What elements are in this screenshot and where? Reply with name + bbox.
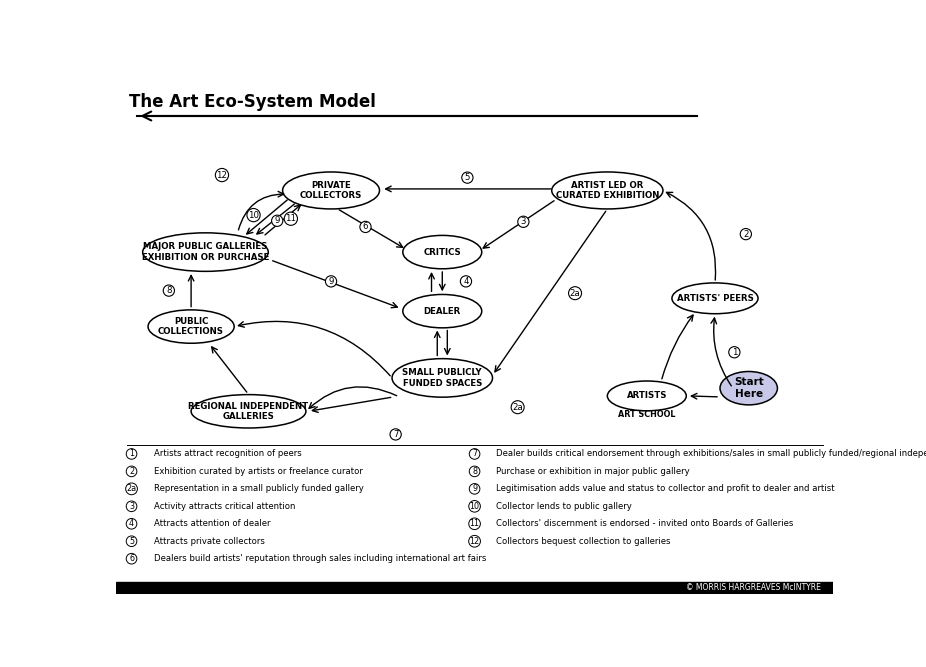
Text: 7: 7 [393,430,398,439]
Text: 4: 4 [129,520,134,528]
Ellipse shape [191,395,306,428]
Ellipse shape [148,310,234,344]
Text: 2a: 2a [569,289,581,297]
Text: 4: 4 [463,277,469,286]
Text: 8: 8 [472,467,477,476]
Text: 9: 9 [329,277,333,286]
Text: 1: 1 [732,348,737,357]
Text: The Art Eco-System Model: The Art Eco-System Model [129,93,376,111]
Bar [116,582,833,594]
Text: 7: 7 [472,450,477,458]
Text: 10: 10 [469,502,480,511]
Text: 2a: 2a [127,484,137,494]
Text: 9: 9 [274,216,280,225]
Text: ARTIST LED OR
CURATED EXHIBITION: ARTIST LED OR CURATED EXHIBITION [556,181,659,200]
Text: Collectors' discernment is endorsed - invited onto Boards of Galleries: Collectors' discernment is endorsed - in… [496,520,794,528]
Text: Collector lends to public gallery: Collector lends to public gallery [496,502,632,511]
Text: MAJOR PUBLIC GALLERIES
EXHIBITION OR PURCHASE: MAJOR PUBLIC GALLERIES EXHIBITION OR PUR… [142,242,269,261]
Text: Exhibition curated by artists or freelance curator: Exhibition curated by artists or freelan… [154,467,363,476]
Ellipse shape [552,172,663,209]
Text: 10: 10 [248,211,259,219]
Text: Start
Here: Start Here [733,378,764,399]
Text: 6: 6 [129,554,134,563]
Text: 3: 3 [129,502,134,511]
Text: REGIONAL INDEPENDENT
GALLERIES: REGIONAL INDEPENDENT GALLERIES [189,402,308,421]
Ellipse shape [392,359,493,397]
Text: Attracts private collectors: Attracts private collectors [154,537,265,546]
Ellipse shape [672,283,758,313]
Ellipse shape [403,294,482,328]
Text: ARTISTS' PEERS: ARTISTS' PEERS [677,294,754,303]
Ellipse shape [282,172,380,209]
Text: Collectors bequest collection to galleries: Collectors bequest collection to galleri… [496,537,670,546]
Text: PRIVATE
COLLECTORS: PRIVATE COLLECTORS [300,181,362,200]
Text: 2a: 2a [512,403,523,412]
Text: 12: 12 [217,171,228,179]
Text: 2: 2 [129,467,134,476]
Text: Purchase or exhibition in major public gallery: Purchase or exhibition in major public g… [496,467,690,476]
Text: 11: 11 [285,214,296,223]
Text: ART SCHOOL: ART SCHOOL [618,410,676,420]
Text: Activity attracts critical attention: Activity attracts critical attention [154,502,295,511]
Ellipse shape [403,235,482,269]
Text: 8: 8 [166,286,171,295]
Ellipse shape [720,372,778,405]
Text: 5: 5 [129,537,134,546]
Text: 2: 2 [743,229,748,239]
Text: 12: 12 [469,537,480,546]
Text: Attracts attention of dealer: Attracts attention of dealer [154,520,270,528]
Text: Artists attract recognition of peers: Artists attract recognition of peers [154,450,302,458]
Text: 5: 5 [465,173,470,182]
Text: 9: 9 [472,484,477,494]
Ellipse shape [607,381,686,411]
Text: Dealer builds critical endorsement through exhibitions/sales in small publicly f: Dealer builds critical endorsement throu… [496,450,926,458]
Text: DEALER: DEALER [424,307,461,315]
Text: 11: 11 [469,520,480,528]
Text: 6: 6 [363,222,369,231]
Text: PUBLIC
COLLECTIONS: PUBLIC COLLECTIONS [158,317,224,336]
Text: © MORRIS HARGREAVES McINTYRE: © MORRIS HARGREAVES McINTYRE [685,584,820,592]
Text: CRITICS: CRITICS [423,247,461,257]
Text: SMALL PUBLICLY
FUNDED SPACES: SMALL PUBLICLY FUNDED SPACES [403,368,482,388]
Ellipse shape [143,233,269,271]
Text: Dealers build artists' reputation through sales including international art fair: Dealers build artists' reputation throug… [154,554,486,563]
Text: Legitimisation adds value and status to collector and profit to dealer and artis: Legitimisation adds value and status to … [496,484,834,494]
Text: Representation in a small publicly funded gallery: Representation in a small publicly funde… [154,484,364,494]
Text: 3: 3 [520,217,526,226]
Text: 1: 1 [129,450,134,458]
Text: ARTISTS: ARTISTS [627,392,667,400]
